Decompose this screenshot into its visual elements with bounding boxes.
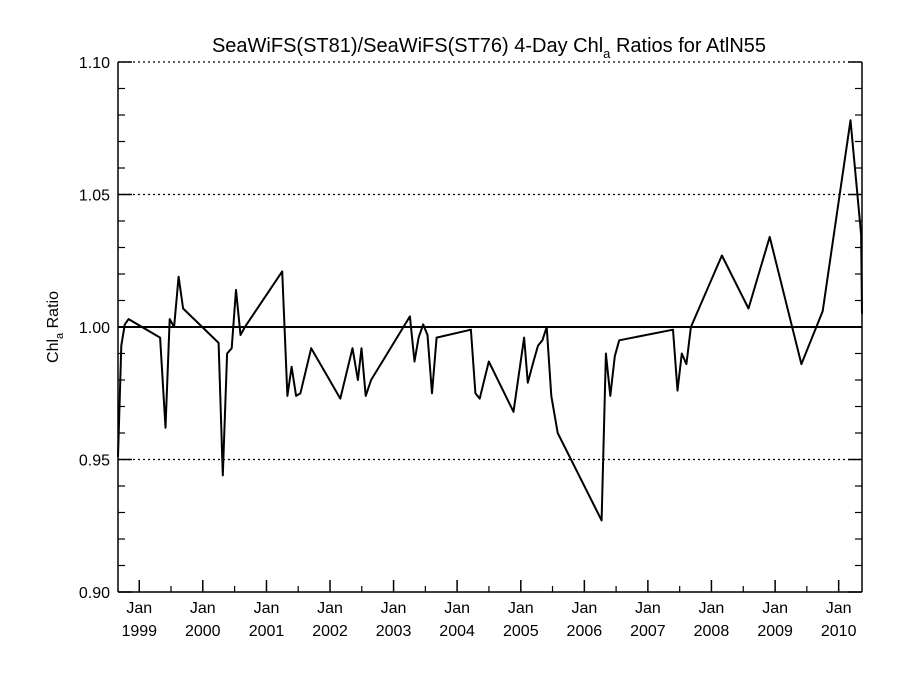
x-tick-month-label: Jan [635,600,661,617]
x-tick-month-label: Jan [317,600,343,617]
y-tick-label: 0.95 [79,453,110,470]
x-tick-year-label: 1999 [121,623,157,640]
x-tick-year-label: 2000 [185,623,221,640]
x-tick-month-label: Jan [190,600,216,617]
x-tick-year-label: 2010 [821,623,857,640]
x-tick-year-label: 2003 [376,623,412,640]
x-tick-month-label: Jan [126,600,152,617]
y-axis-label-main: Chl [45,339,62,363]
y-tick-label: 0.90 [79,585,110,602]
x-tick-year-label: 2007 [630,623,666,640]
y-axis-label: Chla Ratio [45,291,66,363]
x-tick-year-label: 2009 [757,623,793,640]
x-tick-month-label: Jan [762,600,788,617]
chart-title: SeaWiFS(ST81)/SeaWiFS(ST76) 4-Day Chla R… [212,35,766,61]
y-axis-label-rest: Ratio [45,291,62,333]
x-tick-year-label: 2006 [567,623,603,640]
series-layer [117,119,863,522]
x-tick-year-label: 2005 [503,623,539,640]
y-tick-label: 1.10 [79,55,110,72]
x-tick-year-label: 2002 [312,623,348,640]
x-tick-year-label: 2008 [694,623,730,640]
chart-title-main: SeaWiFS(ST81)/SeaWiFS(ST76) 4-Day Chl [212,35,603,57]
y-axis-ticks: 0.90 0.95 1.00 1.05 1.10 [79,55,862,602]
x-tick-year-label: 2004 [439,623,475,640]
x-tick-month-label: Jan [254,600,280,617]
y-tick-label: 1.05 [79,188,110,205]
x-tick-month-label: Jan [381,600,407,617]
x-tick-year-label: 2001 [249,623,285,640]
x-tick-month-label: Jan [571,600,597,617]
series-line [117,119,863,522]
x-tick-month-label: Jan [699,600,725,617]
chart-title-subscript: a [603,46,611,61]
grid-lines [118,61,862,461]
x-tick-month-label: Jan [826,600,852,617]
x-tick-month-label: Jan [444,600,470,617]
y-tick-label: 1.00 [79,320,110,337]
y-axis-label-subscript: a [54,332,66,339]
x-tick-month-label: Jan [508,600,534,617]
chart-title-rest: Ratios for AtlN55 [610,35,766,57]
x-axis-ticks: Jan 1999 Jan 2000 Jan 2001 Jan 2002 Jan 2003 Jan 20… [121,580,857,640]
